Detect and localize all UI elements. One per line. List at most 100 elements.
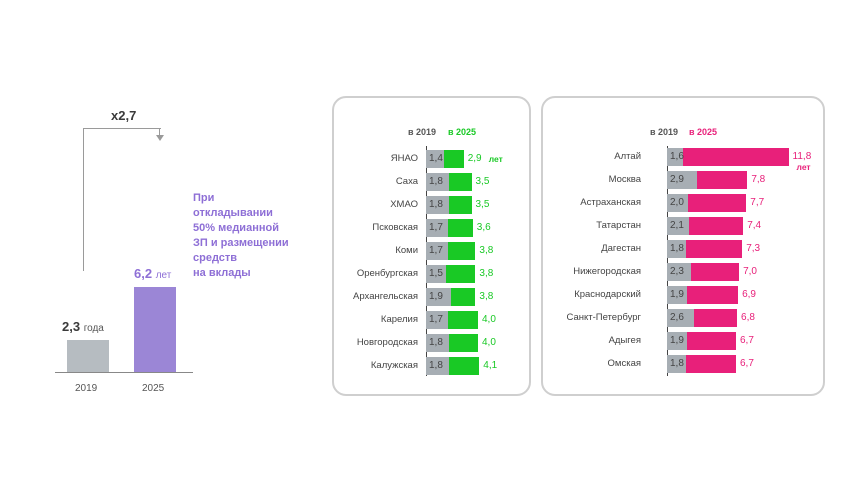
category-label: Архангельская	[353, 291, 418, 302]
bar-2019	[426, 357, 450, 375]
x-tick-2019: 2019	[75, 383, 98, 394]
bar-2019	[426, 196, 450, 214]
bar-2025-label: 11,8	[792, 151, 812, 162]
category-label: Омская	[607, 358, 641, 369]
bar-2025-label: 6,8	[741, 312, 755, 323]
bar-2025	[134, 287, 176, 372]
bar-2025-value: 6,2	[134, 266, 153, 282]
category-label: Коми	[395, 245, 418, 256]
panel-pink: в 2019 в 2025 Алтай 1,6 11,8 лет Москва 2,9 7,…	[541, 96, 825, 396]
bar-2019-label: 1,8	[429, 199, 443, 210]
category-label: Алтай	[614, 151, 641, 162]
bar-2019-label: 1,9	[429, 291, 443, 302]
bar-2025-label: 4,0	[482, 337, 496, 348]
category-label: Москва	[608, 174, 641, 185]
axis-line	[426, 146, 427, 376]
panel-green: в 2019 в 2025 ЯНАО 1,4 2,9 лет Саха 1,8 3,5 ХМА…	[332, 96, 531, 396]
category-label: Астраханская	[580, 197, 641, 208]
category-label: ЯНАО	[390, 153, 418, 164]
category-label: Псковская	[372, 222, 418, 233]
unit-label: лет	[796, 162, 811, 172]
bar-2019	[667, 217, 689, 235]
bar-2019	[426, 219, 449, 237]
bar-2025-label: 7,4	[747, 220, 762, 231]
caption-line: 50% медианной	[193, 222, 279, 234]
caption-line: средств	[193, 252, 238, 264]
caption-line: При	[193, 192, 215, 204]
bar-2025-label: 7,8	[751, 174, 766, 185]
bar-2025	[667, 148, 789, 166]
caption-line: откладывании	[193, 207, 273, 219]
bar-2019	[426, 334, 450, 352]
bar-2019-unit: года	[83, 323, 104, 335]
category-label: Дагестан	[601, 243, 641, 254]
legend-base: в 2019	[650, 127, 679, 137]
x-tick-2025: 2025	[142, 383, 165, 394]
bar-2019	[426, 311, 449, 329]
bar-2025-label: 4,0	[482, 314, 496, 325]
bar-2019	[667, 332, 687, 350]
bar-2019	[426, 242, 449, 260]
bar-2025-label: 4,1	[483, 360, 498, 371]
bar-2019-label: 2,6	[670, 312, 684, 323]
bar-2019	[667, 148, 684, 166]
axis-line	[667, 146, 668, 376]
bar-2019	[667, 309, 694, 327]
summary-chart: x2,7 2,3 года 6,2 лет 2019 2025 При откл…	[0, 0, 330, 480]
bar-2025-label: 3,6	[476, 222, 491, 233]
bar-2019	[426, 265, 446, 283]
multiplier-label: x2,7	[111, 108, 137, 123]
category-label: Калужская	[370, 360, 418, 371]
category-label: Санкт-Петербург	[566, 312, 641, 323]
legend-new: в 2025	[689, 127, 718, 137]
bar-2019-value: 2,3	[62, 319, 81, 335]
bar-2019-label: 1,7	[429, 222, 443, 233]
bar-2019-label: 1,7	[429, 245, 443, 256]
bar-2025-label: 7,0	[743, 266, 757, 277]
caption-line: на вклады	[193, 267, 251, 279]
bar-2025-label: 3,8	[479, 291, 494, 302]
category-label: Оренбургская	[356, 268, 418, 279]
bar-2019-value-label: 2,3 года	[62, 319, 104, 334]
caption: При откладывании 50% медианной ЗП и разм…	[193, 191, 323, 281]
bar-2019-label: 1,8	[429, 337, 443, 348]
bar-2019-label: 2,3	[670, 266, 684, 277]
bar-2019	[667, 263, 691, 281]
bar-2019	[67, 340, 109, 372]
bar-2025-unit: лет	[155, 270, 172, 282]
bar-2019	[667, 171, 697, 189]
bar-2025-label: 6,7	[740, 358, 754, 369]
bar-2025-label: 3,5	[475, 199, 490, 210]
bar-2019	[426, 288, 451, 306]
bar-2025-label: 2,9	[467, 153, 482, 164]
bar-2025-value-label: 6,2 лет	[134, 266, 171, 281]
bar-2025-label: 3,8	[479, 268, 494, 279]
bar-2019	[667, 194, 688, 212]
bar-2019-label: 1,8	[670, 243, 684, 254]
bar-2019	[667, 240, 686, 258]
bar-2025-label: 7,3	[746, 243, 761, 254]
bar-2025	[667, 240, 743, 258]
category-label: Саха	[395, 176, 418, 187]
bar-2019-label: 1,7	[429, 314, 443, 325]
bar-2025-label: 7,7	[750, 197, 765, 208]
rows: Алтай 1,6 11,8 лет Москва 2,9 7,8 Астраханская 2…	[543, 98, 823, 394]
bar-2019-label: 1,8	[670, 358, 684, 369]
multiplier-bracket	[83, 128, 161, 271]
bar-2019-label: 1,6	[670, 151, 684, 162]
bracket-arrow-head	[156, 135, 164, 141]
bar-2019	[667, 286, 687, 304]
bar-2019	[667, 355, 686, 373]
bar-2019	[426, 173, 450, 191]
bar-2019-label: 1,5	[429, 268, 443, 279]
bar-2019-label: 2,9	[670, 174, 684, 185]
bar-2019-label: 1,8	[429, 360, 443, 371]
rows: ЯНАО 1,4 2,9 лет Саха 1,8 3,5 ХМАО 1,8 3,5 Псковск…	[334, 98, 529, 394]
bar-2025-label: 6,9	[742, 289, 756, 300]
bar-2019-label: 1,9	[670, 289, 684, 300]
caption-line: ЗП и размещении	[193, 237, 289, 249]
bar-2019	[426, 150, 445, 168]
category-label: Краснодарский	[574, 289, 641, 300]
legend-base: в 2019	[408, 127, 437, 137]
category-label: Новгородская	[356, 337, 418, 348]
